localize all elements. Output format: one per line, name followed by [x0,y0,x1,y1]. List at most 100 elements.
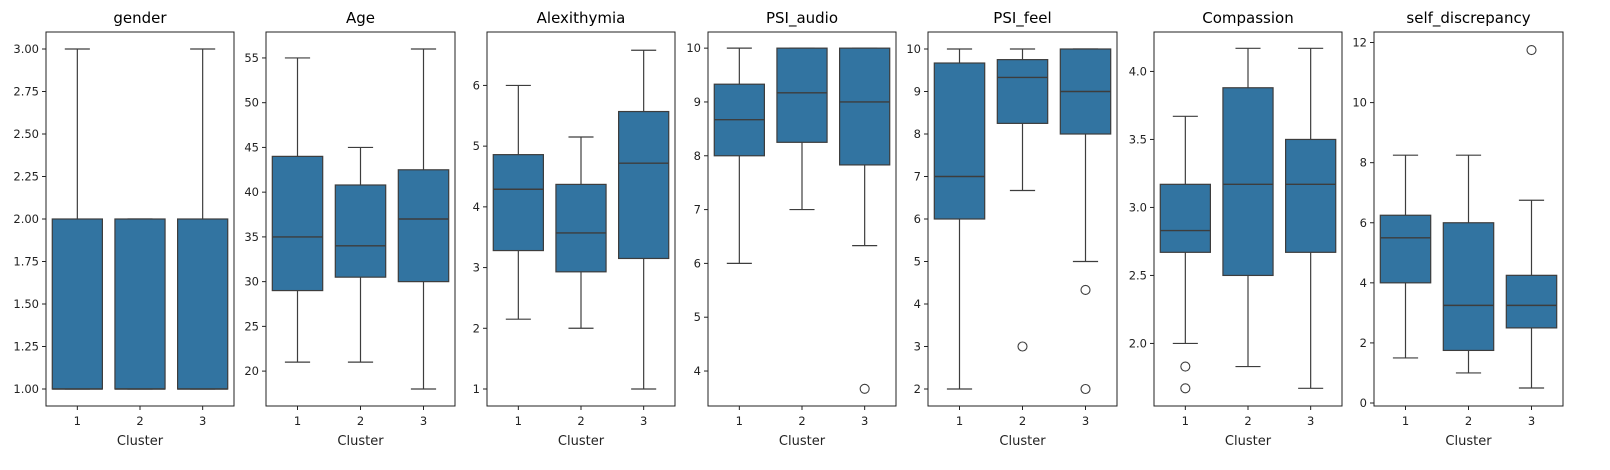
y-tick-label: 4 [694,364,701,378]
y-tick-label: 2.00 [13,212,39,226]
y-tick-label: 2.25 [13,170,39,184]
y-tick-label: 10 [1352,96,1367,110]
subplot-title: Compassion [1202,9,1293,27]
box-cluster-1 [1379,214,1432,284]
box-cluster-3 [1505,274,1558,329]
y-tick-label: 35 [244,230,259,244]
box-cluster-1 [271,155,324,292]
y-tick-label: 25 [244,319,259,333]
y-tick-label: 8 [694,149,701,163]
x-tick-label: 3 [640,414,647,428]
subplot-title: Alexithymia [537,9,626,27]
x-tick-label: 1 [736,414,743,428]
y-tick-label: 3 [473,261,480,275]
y-tick-label: 1.00 [13,382,39,396]
subplot-psi-audio: PSI_audio 4 5 6 7 8 9 10 1 2 3 Cluster [686,9,897,449]
subplot-title: PSI_feel [993,9,1051,28]
x-tick-label: 3 [1528,414,1535,428]
y-tick-label: 45 [244,140,259,154]
y-tick-label: 4.0 [1129,64,1147,78]
box-cluster-1 [492,154,544,252]
box-cluster-2 [114,218,166,390]
y-tick-label: 8 [1360,156,1367,170]
box-cluster-2 [1222,87,1274,277]
subplot-title: Age [346,9,375,27]
box-cluster-2 [1442,222,1495,352]
y-tick-label: 1.25 [13,340,39,354]
x-tick-label: 3 [199,414,206,428]
outlier-point [1526,44,1537,56]
outlier-point [859,383,870,394]
axes-frame [265,31,456,407]
y-tick-label: 4 [473,200,480,214]
outlier-point [1180,383,1191,394]
x-axis-label: Cluster [1445,434,1492,449]
y-tick-label: 6 [1360,216,1367,230]
subplot-psi-feel: PSI_feel 2 3 4 5 6 7 8 9 10 1 2 3 Cluster [906,9,1118,449]
x-axis-label: Cluster [117,434,164,449]
box-cluster-3 [397,169,450,283]
x-axis-label: Cluster [999,434,1046,449]
y-tick-label: 3 [914,340,921,354]
y-tick-label: 2 [914,382,921,396]
y-tick-label: 2 [1360,336,1367,350]
y-tick-label: 40 [244,185,259,199]
x-tick-label: 3 [1307,414,1314,428]
subplot-alexithymia: Alexithymia 1 2 3 4 5 6 1 2 3 Cluster [473,9,676,449]
y-tick-label: 8 [914,127,921,141]
x-tick-label: 2 [1465,414,1472,428]
y-tick-label: 1.75 [13,255,39,269]
axes-frame [707,31,897,407]
subplot-compassion: Compassion 2.0 2.5 3.0 3.5 4.0 1 2 3 Cluster [1129,9,1343,449]
box-cluster-1 [933,62,986,220]
y-tick-label: 2.5 [1129,268,1147,282]
y-tick-label: 6 [694,256,701,270]
y-tick-label: 20 [244,364,259,378]
box-cluster-2 [334,184,387,278]
axes-frame [45,31,235,407]
y-tick-label: 3.00 [13,42,39,56]
subplot-title: gender [113,9,167,27]
y-tick-label: 7 [914,170,921,184]
outlier-point [1017,341,1028,352]
y-tick-label: 4 [1360,276,1367,290]
y-tick-label: 10 [686,41,701,55]
y-tick-label: 3.5 [1129,132,1147,146]
x-tick-label: 1 [1402,414,1409,428]
y-tick-label: 4 [914,297,921,311]
axes-frame [1373,31,1564,407]
x-tick-label: 2 [357,414,364,428]
x-tick-label: 2 [798,414,805,428]
box-cluster-3 [177,218,229,390]
y-tick-label: 1 [473,382,480,396]
y-tick-label: 55 [244,51,259,65]
axes-frame [927,31,1118,407]
y-tick-label: 3.0 [1129,200,1147,214]
x-axis-label: Cluster [1225,434,1272,449]
x-tick-label: 1 [956,414,963,428]
x-tick-label: 1 [74,414,81,428]
y-tick-label: 7 [694,203,701,217]
y-tick-label: 9 [694,95,701,109]
subplot-age: Age 20 25 30 35 40 45 50 55 1 2 3 Cluster [244,9,456,449]
y-tick-label: 5 [473,139,480,153]
y-tick-label: 2.50 [13,127,39,141]
y-tick-label: 12 [1352,36,1367,50]
x-tick-label: 2 [577,414,584,428]
x-tick-label: 1 [294,414,301,428]
axes-frame [1153,31,1343,407]
x-axis-label: Cluster [558,434,605,449]
x-tick-label: 3 [1082,414,1089,428]
y-tick-label: 9 [914,85,921,99]
y-tick-label: 1.50 [13,297,39,311]
x-axis-label: Cluster [779,434,826,449]
x-tick-label: 3 [420,414,427,428]
x-tick-label: 2 [1019,414,1026,428]
box-cluster-3 [1284,138,1337,253]
outlier-point [1080,284,1091,296]
y-tick-label: 30 [244,275,259,289]
subplot-title: self_discrepancy [1406,9,1530,28]
box-cluster-2 [555,183,607,273]
